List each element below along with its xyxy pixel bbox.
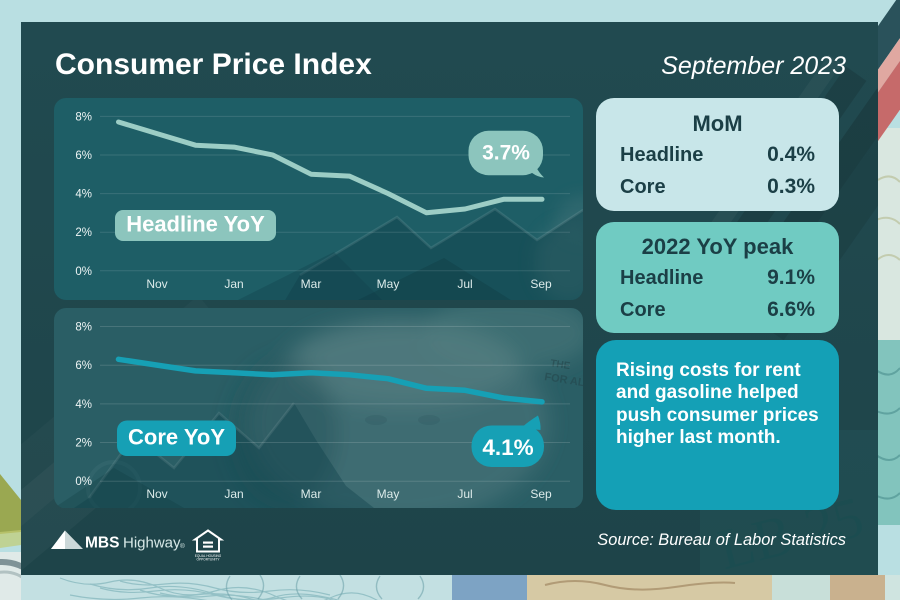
svg-text:Jul: Jul bbox=[457, 277, 472, 291]
svg-text:Highway: Highway bbox=[123, 535, 181, 552]
svg-text:4.1%: 4.1% bbox=[482, 435, 533, 460]
svg-text:MBS: MBS bbox=[85, 535, 119, 552]
svg-text:0%: 0% bbox=[75, 266, 92, 278]
svg-text:Nov: Nov bbox=[146, 277, 167, 291]
svg-text:Nov: Nov bbox=[146, 487, 167, 501]
svg-text:8%: 8% bbox=[75, 111, 92, 123]
svg-text:Core YoY: Core YoY bbox=[128, 424, 225, 449]
svg-text:0%: 0% bbox=[75, 476, 92, 488]
svg-text:Sep: Sep bbox=[530, 277, 552, 291]
svg-text:OPPORTUNITY: OPPORTUNITY bbox=[197, 558, 221, 562]
svg-text:May: May bbox=[377, 487, 400, 501]
svg-text:4%: 4% bbox=[75, 398, 92, 410]
svg-text:May: May bbox=[377, 277, 400, 291]
svg-text:2%: 2% bbox=[75, 227, 92, 239]
svg-text:2%: 2% bbox=[75, 437, 92, 449]
svg-text:Mar: Mar bbox=[301, 277, 322, 291]
svg-text:4%: 4% bbox=[75, 189, 92, 201]
svg-text:THE: THE bbox=[550, 358, 572, 372]
svg-text:6%: 6% bbox=[75, 150, 92, 162]
svg-text:8%: 8% bbox=[75, 321, 92, 333]
svg-text:Mar: Mar bbox=[301, 487, 322, 501]
svg-text:Jul: Jul bbox=[457, 487, 472, 501]
svg-text:EQUAL HOUSING: EQUAL HOUSING bbox=[195, 554, 222, 558]
svg-text:Headline YoY: Headline YoY bbox=[126, 212, 265, 237]
svg-text:Jan: Jan bbox=[224, 487, 243, 501]
svg-text:6%: 6% bbox=[75, 360, 92, 372]
svg-text:Jan: Jan bbox=[224, 277, 243, 291]
svg-text:3.7%: 3.7% bbox=[482, 142, 530, 165]
svg-text:Sep: Sep bbox=[530, 487, 552, 501]
svg-text:®: ® bbox=[180, 542, 185, 550]
